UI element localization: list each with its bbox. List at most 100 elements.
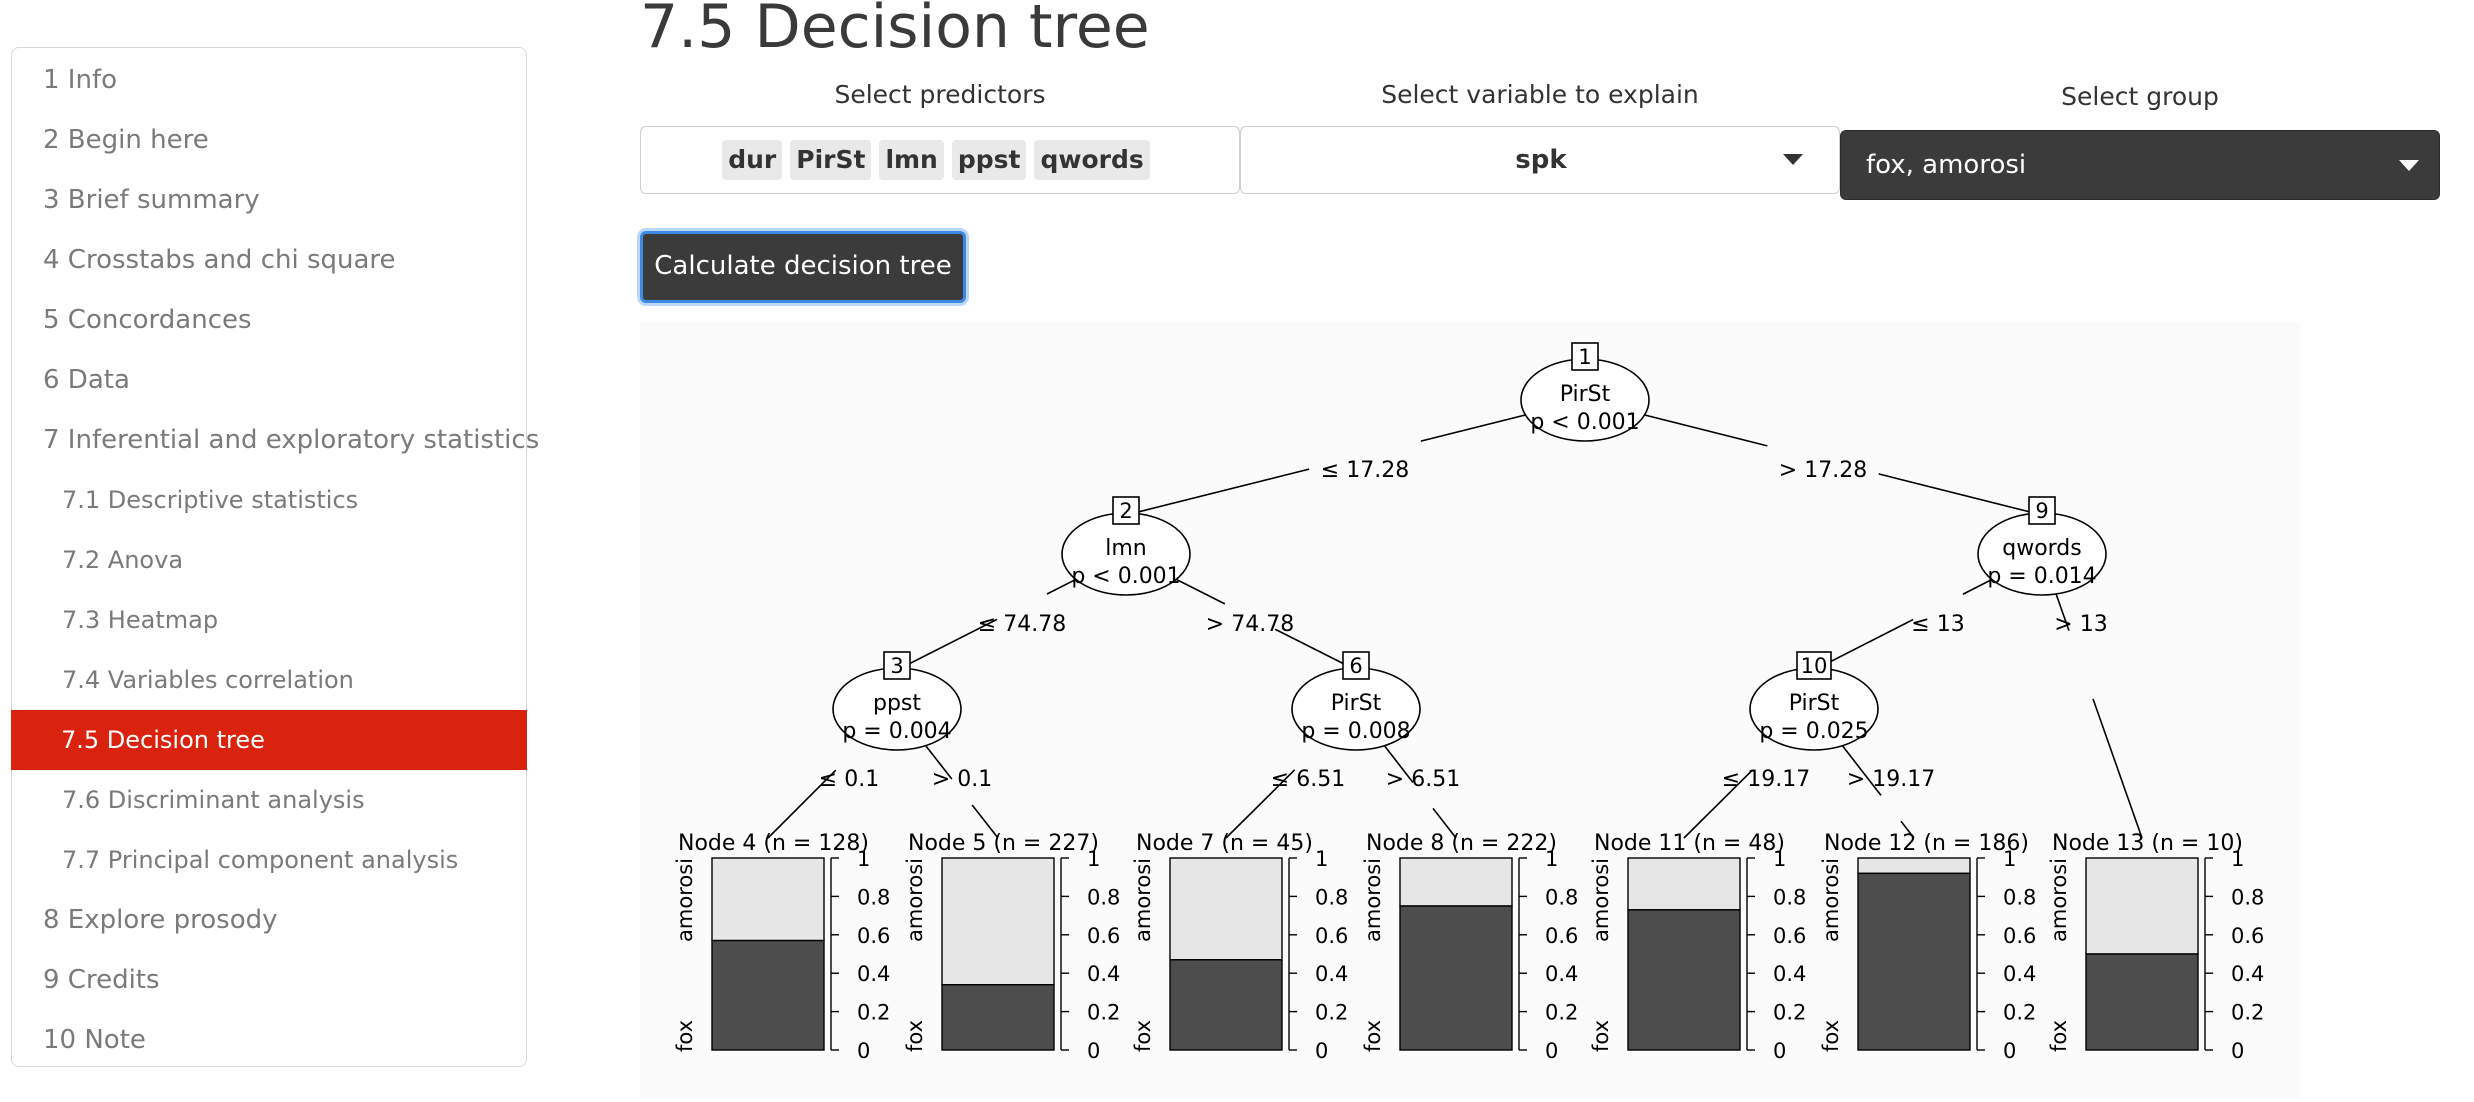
leaf-axis-tick-label: 0.2 bbox=[857, 1001, 890, 1025]
sidebar-item[interactable]: 9 Credits bbox=[12, 950, 528, 1010]
edge-label: ≤ 74.78 bbox=[978, 612, 1066, 637]
leaf-axis-tick-label: 0.6 bbox=[1773, 924, 1806, 948]
decision-tree-plot: ≤ 17.28> 17.28≤ 74.78> 74.78≤ 0.1> 0.1≤ … bbox=[640, 322, 2300, 1098]
leaf-axis-tick-label: 0.6 bbox=[1315, 924, 1348, 948]
tree-node-id: 9 bbox=[2035, 499, 2048, 523]
leaf-axis-tick-label: 0.4 bbox=[2003, 962, 2036, 986]
leaf-axis-tick-label: 1 bbox=[857, 847, 870, 871]
leaf-class-label: fox bbox=[1361, 1020, 1385, 1052]
leaf-axis-tick-label: 0 bbox=[1773, 1039, 1786, 1063]
leaf-axis-tick-label: 0.4 bbox=[1087, 962, 1120, 986]
leaf-axis-tick-label: 0.2 bbox=[2231, 1001, 2264, 1025]
leaf-title: Node 4 (n = 128) bbox=[678, 831, 869, 856]
leaf-axis-tick-label: 0 bbox=[1545, 1039, 1558, 1063]
leaf-axis-tick-label: 0.2 bbox=[1315, 1001, 1348, 1025]
predictors-label: Select predictors bbox=[640, 80, 1240, 109]
leaf-bar-fox bbox=[1628, 910, 1740, 1050]
sidebar-item[interactable]: 8 Explore prosody bbox=[12, 890, 528, 950]
sidebar-item[interactable]: 7.5 Decision tree bbox=[11, 710, 527, 770]
leaf-axis-tick-label: 0.4 bbox=[1545, 962, 1578, 986]
edge-label: ≤ 0.1 bbox=[819, 767, 879, 792]
sidebar-item[interactable]: 1 Info bbox=[12, 50, 528, 110]
calculate-decision-tree-button[interactable]: Calculate decision tree bbox=[640, 231, 966, 303]
leaf-bar-fox bbox=[712, 941, 824, 1050]
predictor-chip[interactable]: PirSt bbox=[790, 140, 871, 180]
group-value: fox, amorosi bbox=[1866, 131, 2026, 199]
tree-node-id: 3 bbox=[890, 654, 903, 678]
tree-node-id: 6 bbox=[1349, 654, 1362, 678]
explain-select[interactable]: spk bbox=[1240, 126, 1840, 194]
sidebar-item[interactable]: 7.6 Discriminant analysis bbox=[12, 770, 528, 830]
sidebar-item[interactable]: 2 Begin here bbox=[12, 110, 528, 170]
leaf-axis-tick-label: 0 bbox=[857, 1039, 870, 1063]
predictor-chip[interactable]: lmn bbox=[879, 140, 943, 180]
tree-node-variable: PirSt bbox=[1331, 691, 1382, 716]
sidebar-item[interactable]: 3 Brief summary bbox=[12, 170, 528, 230]
tree-node-variable: ppst bbox=[873, 691, 921, 716]
leaf-class-label: fox bbox=[903, 1020, 927, 1052]
sidebar-item[interactable]: 6 Data bbox=[12, 350, 528, 410]
sidebar-item[interactable]: 7.1 Descriptive statistics bbox=[12, 470, 528, 530]
sidebar-item[interactable]: 7.4 Variables correlation bbox=[12, 650, 528, 710]
tree-edge bbox=[1879, 474, 2042, 515]
leaf-bar-fox bbox=[942, 985, 1054, 1050]
leaf-axis-tick-label: 0.6 bbox=[2231, 924, 2264, 948]
leaf-axis-tick-label: 0.2 bbox=[1545, 1001, 1578, 1025]
leaf-bar-fox bbox=[2086, 954, 2198, 1050]
sidebar-item[interactable]: 7.3 Heatmap bbox=[12, 590, 528, 650]
edge-label: > 74.78 bbox=[1206, 612, 1294, 637]
leaf-axis-tick-label: 1 bbox=[2003, 847, 2016, 871]
edge-label: > 13 bbox=[2054, 612, 2107, 637]
tree-node-pvalue: p = 0.008 bbox=[1301, 719, 1410, 744]
edge-label: > 0.1 bbox=[932, 767, 992, 792]
tree-node-pvalue: p < 0.001 bbox=[1530, 410, 1639, 435]
predictor-chip[interactable]: dur bbox=[722, 140, 782, 180]
tree-node-id: 10 bbox=[1801, 654, 1828, 678]
leaf-title: Node 5 (n = 227) bbox=[908, 831, 1099, 856]
edge-label: > 17.28 bbox=[1779, 458, 1867, 483]
leaf-class-label: fox bbox=[1131, 1020, 1155, 1052]
leaf-axis-tick-label: 0 bbox=[1315, 1039, 1328, 1063]
sidebar-item[interactable]: 4 Crosstabs and chi square bbox=[12, 230, 528, 290]
leaf-axis-tick-label: 0.6 bbox=[857, 924, 890, 948]
tree-edge bbox=[2093, 699, 2142, 838]
tree-edge bbox=[1645, 415, 1768, 446]
tree-node-id: 1 bbox=[1578, 345, 1591, 369]
leaf-axis-tick-label: 0.4 bbox=[1315, 962, 1348, 986]
predictor-chip[interactable]: ppst bbox=[952, 140, 1027, 180]
tree-node-variable: PirSt bbox=[1789, 691, 1840, 716]
leaf-title: Node 12 (n = 186) bbox=[1824, 831, 2029, 856]
sidebar-item[interactable]: 7 Inferential and exploratory statistics bbox=[12, 410, 528, 470]
edge-label: ≤ 19.17 bbox=[1722, 767, 1810, 792]
leaf-axis-tick-label: 0.2 bbox=[1773, 1001, 1806, 1025]
tree-node-variable: qwords bbox=[2002, 536, 2082, 561]
leaf-bar-fox bbox=[1858, 873, 1970, 1050]
chevron-down-icon bbox=[2399, 160, 2419, 171]
sidebar-item[interactable]: 5 Concordances bbox=[12, 290, 528, 350]
tree-node-pvalue: p = 0.025 bbox=[1759, 719, 1868, 744]
decision-tree-svg: ≤ 17.28> 17.28≤ 74.78> 74.78≤ 0.1> 0.1≤ … bbox=[640, 322, 2300, 1098]
leaf-axis-tick-label: 1 bbox=[1545, 847, 1558, 871]
tree-edge bbox=[1176, 579, 1225, 603]
tree-node-variable: PirSt bbox=[1560, 382, 1611, 407]
leaf-axis-tick-label: 0 bbox=[1087, 1039, 1100, 1063]
predictor-chip[interactable]: qwords bbox=[1034, 140, 1149, 180]
edge-label: > 19.17 bbox=[1847, 767, 1935, 792]
tree-edge bbox=[1126, 469, 1309, 515]
leaf-bar-amorosi bbox=[1400, 858, 1512, 906]
sidebar-item[interactable]: 7.2 Anova bbox=[12, 530, 528, 590]
leaf-class-label: amorosi bbox=[673, 858, 697, 942]
leaf-class-label: amorosi bbox=[903, 858, 927, 942]
group-select[interactable]: fox, amorosi bbox=[1840, 130, 2440, 200]
leaf-axis-tick-label: 1 bbox=[1087, 847, 1100, 871]
sidebar-item[interactable]: 7.7 Principal component analysis bbox=[12, 830, 528, 890]
edge-label: ≤ 6.51 bbox=[1271, 767, 1345, 792]
chevron-down-icon bbox=[1783, 154, 1803, 165]
leaf-class-label: amorosi bbox=[1589, 858, 1613, 942]
sidebar-item[interactable]: 10 Note bbox=[12, 1010, 528, 1070]
leaf-axis-tick-label: 0.2 bbox=[1087, 1001, 1120, 1025]
leaf-bar-amorosi bbox=[2086, 858, 2198, 954]
